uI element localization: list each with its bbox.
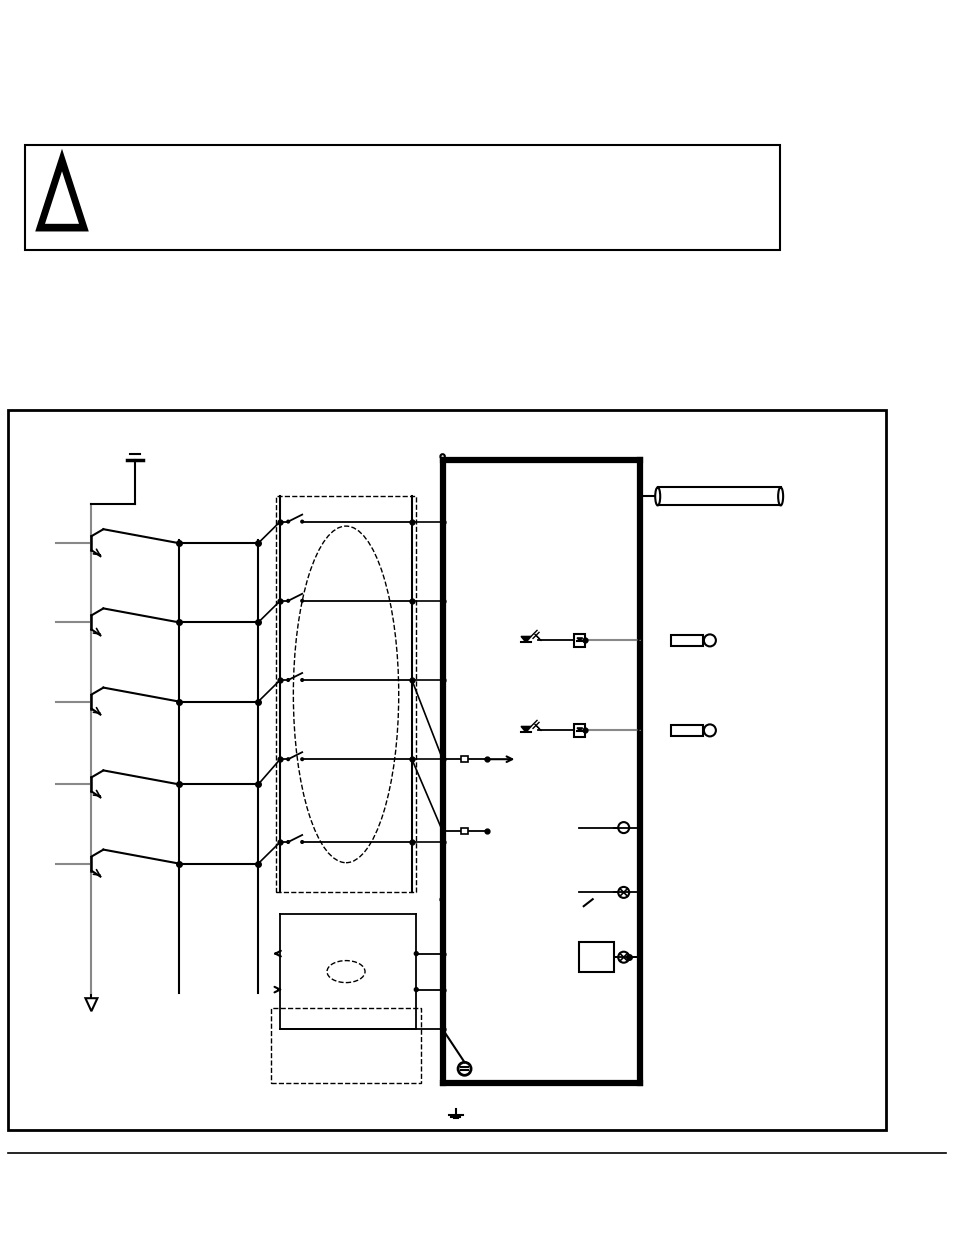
Bar: [670, 725, 702, 736]
Bar: [275, 496, 416, 893]
Polygon shape: [86, 998, 97, 1011]
Polygon shape: [40, 224, 84, 228]
Bar: [578, 941, 613, 972]
Polygon shape: [577, 727, 582, 731]
Bar: [574, 635, 585, 647]
Bar: [657, 488, 780, 505]
Bar: [461, 827, 467, 835]
Polygon shape: [520, 726, 531, 732]
Bar: [670, 635, 702, 646]
Ellipse shape: [655, 488, 659, 505]
Ellipse shape: [778, 488, 782, 505]
Bar: [574, 725, 585, 737]
Polygon shape: [520, 636, 531, 642]
Bar: [8, 410, 885, 1130]
Bar: [461, 756, 467, 762]
Polygon shape: [40, 161, 84, 228]
Polygon shape: [577, 638, 582, 641]
Bar: [271, 1008, 420, 1083]
Bar: [25, 144, 779, 249]
